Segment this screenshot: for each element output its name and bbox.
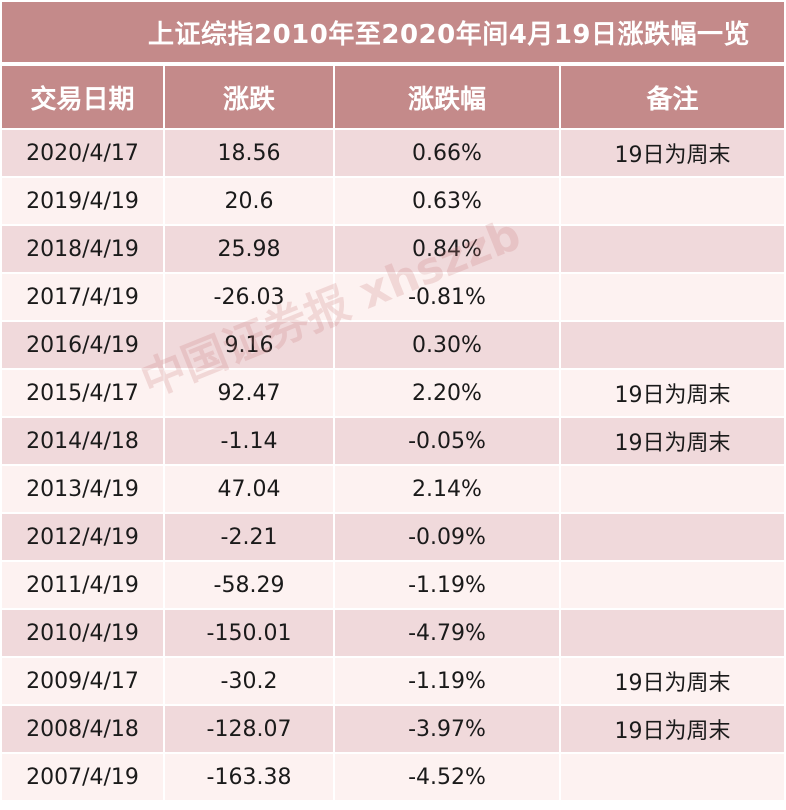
cell-date: 2015/4/17 bbox=[2, 370, 165, 416]
table-body: 2020/4/17 18.56 0.66% 19日为周末 2019/4/19 20.6 0.… bbox=[2, 130, 784, 802]
cell-pct: 0.63% bbox=[335, 178, 561, 224]
cell-date: 2010/4/19 bbox=[2, 610, 165, 656]
cell-change: -1.14 bbox=[165, 418, 335, 464]
cell-note bbox=[561, 274, 784, 320]
cell-pct: -0.81% bbox=[335, 274, 561, 320]
table-title: 上证综指2010年至2020年间4月19日涨跌幅一览 bbox=[2, 2, 784, 62]
header-row: 交易日期 涨跌 涨跌幅 备注 bbox=[2, 66, 784, 128]
cell-note: 19日为周末 bbox=[561, 418, 784, 464]
cell-pct: -0.05% bbox=[335, 418, 561, 464]
cell-change: -128.07 bbox=[165, 706, 335, 752]
cell-note: 19日为周末 bbox=[561, 706, 784, 752]
cell-note bbox=[561, 178, 784, 224]
table-row: 2018/4/19 25.98 0.84% bbox=[2, 226, 784, 272]
cell-date: 2018/4/19 bbox=[2, 226, 165, 272]
cell-note bbox=[561, 322, 784, 368]
cell-note: 19日为周末 bbox=[561, 370, 784, 416]
cell-note bbox=[561, 514, 784, 560]
cell-change: 18.56 bbox=[165, 130, 335, 176]
header-change: 涨跌 bbox=[165, 66, 335, 128]
table-row: 2007/4/19 -163.38 -4.52% bbox=[2, 754, 784, 800]
cell-note bbox=[561, 754, 784, 800]
cell-change: -30.2 bbox=[165, 658, 335, 704]
cell-date: 2012/4/19 bbox=[2, 514, 165, 560]
cell-change: 25.98 bbox=[165, 226, 335, 272]
cell-date: 2011/4/19 bbox=[2, 562, 165, 608]
cell-date: 2009/4/17 bbox=[2, 658, 165, 704]
cell-pct: -1.19% bbox=[335, 562, 561, 608]
cell-note: 19日为周末 bbox=[561, 658, 784, 704]
cell-date: 2019/4/19 bbox=[2, 178, 165, 224]
cell-date: 2017/4/19 bbox=[2, 274, 165, 320]
cell-pct: -3.97% bbox=[335, 706, 561, 752]
cell-pct: 0.66% bbox=[335, 130, 561, 176]
cell-note bbox=[561, 610, 784, 656]
cell-change: -26.03 bbox=[165, 274, 335, 320]
cell-pct: -1.19% bbox=[335, 658, 561, 704]
cell-change: -163.38 bbox=[165, 754, 335, 800]
cell-change: 9.16 bbox=[165, 322, 335, 368]
cell-change: 20.6 bbox=[165, 178, 335, 224]
table-row: 2016/4/19 9.16 0.30% bbox=[2, 322, 784, 368]
cell-pct: 2.14% bbox=[335, 466, 561, 512]
cell-pct: -0.09% bbox=[335, 514, 561, 560]
table-row: 2015/4/17 92.47 2.20% 19日为周末 bbox=[2, 370, 784, 416]
table-row: 2019/4/19 20.6 0.63% bbox=[2, 178, 784, 224]
cell-date: 2008/4/18 bbox=[2, 706, 165, 752]
cell-note bbox=[561, 226, 784, 272]
table-row: 2014/4/18 -1.14 -0.05% 19日为周末 bbox=[2, 418, 784, 464]
cell-date: 2007/4/19 bbox=[2, 754, 165, 800]
table-row: 2008/4/18 -128.07 -3.97% 19日为周末 bbox=[2, 706, 784, 752]
table-row: 2013/4/19 47.04 2.14% bbox=[2, 466, 784, 512]
cell-pct: 0.30% bbox=[335, 322, 561, 368]
cell-change: -58.29 bbox=[165, 562, 335, 608]
cell-date: 2020/4/17 bbox=[2, 130, 165, 176]
table-row: 2010/4/19 -150.01 -4.79% bbox=[2, 610, 784, 656]
cell-pct: 0.84% bbox=[335, 226, 561, 272]
cell-change: 47.04 bbox=[165, 466, 335, 512]
cell-pct: 2.20% bbox=[335, 370, 561, 416]
table-row: 2017/4/19 -26.03 -0.81% bbox=[2, 274, 784, 320]
cell-date: 2013/4/19 bbox=[2, 466, 165, 512]
header-date: 交易日期 bbox=[2, 66, 165, 128]
header-note: 备注 bbox=[561, 66, 784, 128]
cell-date: 2016/4/19 bbox=[2, 322, 165, 368]
header-pct: 涨跌幅 bbox=[335, 66, 561, 128]
cell-change: 92.47 bbox=[165, 370, 335, 416]
cell-pct: -4.52% bbox=[335, 754, 561, 800]
cell-note bbox=[561, 466, 784, 512]
cell-change: -150.01 bbox=[165, 610, 335, 656]
cell-pct: -4.79% bbox=[335, 610, 561, 656]
table-row: 2020/4/17 18.56 0.66% 19日为周末 bbox=[2, 130, 784, 176]
cell-note bbox=[561, 562, 784, 608]
cell-date: 2014/4/18 bbox=[2, 418, 165, 464]
table-row: 2009/4/17 -30.2 -1.19% 19日为周末 bbox=[2, 658, 784, 704]
table-row: 2012/4/19 -2.21 -0.09% bbox=[2, 514, 784, 560]
table-row: 2011/4/19 -58.29 -1.19% bbox=[2, 562, 784, 608]
cell-note: 19日为周末 bbox=[561, 130, 784, 176]
cell-change: -2.21 bbox=[165, 514, 335, 560]
